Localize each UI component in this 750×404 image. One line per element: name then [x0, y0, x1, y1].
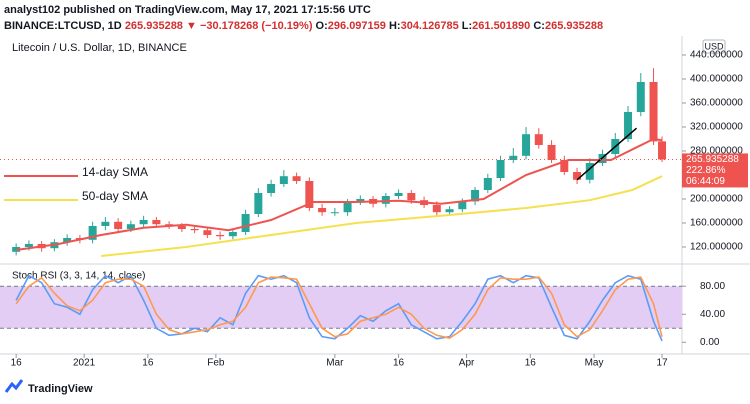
ohlc-value: 265.935288 — [544, 20, 604, 32]
rsi-band — [0, 286, 682, 329]
candle-body — [24, 244, 33, 247]
y-tick-label: 440.000000 — [690, 50, 743, 61]
candle-body — [458, 201, 467, 210]
candle-body — [394, 193, 403, 196]
currency-box — [702, 39, 726, 54]
candle-body — [636, 82, 645, 112]
candle-body — [658, 141, 667, 160]
candle-body — [496, 160, 505, 178]
y-tick-label: 320.000000 — [690, 122, 743, 133]
x-tick-label: 16 — [393, 358, 405, 369]
ohlc-key: C: — [533, 20, 545, 32]
brand: TradingView — [28, 383, 93, 395]
candle-body — [585, 163, 594, 180]
candle-body — [356, 199, 365, 202]
last-price: 265.935288 — [124, 20, 183, 32]
price-tag — [682, 153, 748, 188]
candle-body — [445, 209, 454, 213]
candle-body — [432, 205, 441, 213]
candle-body — [547, 145, 556, 160]
x-tick-label: 2021 — [73, 358, 96, 369]
candle-body — [139, 220, 148, 225]
quote-line: BINANCE:LTCUSD, 1D 265.935288 ▼ −30.1782… — [4, 18, 603, 34]
candle-body — [318, 208, 327, 213]
ohlc-value: 261.501890 — [472, 20, 531, 32]
candle-body — [305, 181, 314, 208]
x-tick-label: 17 — [656, 358, 668, 369]
candle-body — [241, 214, 250, 232]
candle-body — [509, 155, 518, 160]
change: ▼ −30.178268 (−10.19%) — [186, 20, 313, 32]
y-tick-label: 80.00 — [700, 281, 725, 292]
logo — [4, 379, 24, 393]
y-tick-label: 160.000000 — [690, 218, 743, 229]
candle-body — [649, 82, 658, 142]
symbol: BINANCE:LTCUSD, 1D — [4, 20, 122, 32]
ohlc-key: H: — [388, 20, 401, 32]
chart-title: Litecoin / U.S. Dollar, 1D, BINANCE — [12, 42, 187, 54]
candle-body — [126, 224, 135, 229]
x-tick-label: Apr — [459, 358, 475, 369]
y-tick-label: 360.000000 — [690, 98, 743, 109]
candle-body — [522, 134, 531, 156]
candle-body — [190, 229, 199, 231]
legend-label: 14-day SMA — [82, 165, 148, 179]
y-tick-label: 40.00 — [700, 309, 725, 320]
candle-body — [228, 232, 237, 237]
publisher: analyst102 published on TradingView.com,… — [4, 4, 371, 16]
candle-body — [114, 221, 123, 229]
candle-body — [292, 176, 301, 181]
ohlc-value: 304.126785 — [400, 20, 459, 32]
sma-line — [16, 137, 663, 251]
ohlc-value: 296.097159 — [327, 20, 386, 32]
candle-body — [381, 196, 390, 204]
candle-body — [407, 193, 416, 201]
x-tick-label: Feb — [207, 358, 225, 369]
header: analyst102 published on TradingView.com,… — [4, 2, 603, 34]
y-tick-label: 120.000000 — [690, 242, 743, 253]
candle-body — [63, 238, 72, 243]
candle-body — [101, 221, 110, 226]
currency: USD — [704, 41, 724, 51]
candle-body — [471, 190, 480, 202]
x-tick-label: Mar — [326, 358, 344, 369]
price-tag-value: 265.935288 — [686, 154, 739, 165]
legend-label: 50-day SMA — [82, 189, 148, 203]
price-tag-extra: 222.86% — [686, 165, 726, 176]
x-tick-label: 16 — [525, 358, 537, 369]
candle-body — [279, 176, 288, 184]
candle-body — [267, 184, 276, 193]
candle-body — [88, 226, 97, 240]
y-tick-label: 200.000000 — [690, 194, 743, 205]
y-tick-label: 280.000000 — [690, 146, 743, 157]
candle-body — [483, 178, 492, 190]
candle-body — [152, 220, 161, 225]
x-tick-label: May — [585, 358, 604, 369]
sma-line — [101, 175, 663, 257]
x-tick-label: 16 — [142, 358, 154, 369]
ohlc: O:296.097159 H:304.126785 L:261.501890 C… — [316, 20, 604, 32]
candle-body — [624, 112, 633, 139]
ohlc-key: L: — [461, 20, 473, 32]
candle-body — [560, 160, 569, 172]
y-tick-label: 400.000000 — [690, 74, 743, 85]
candle-body — [330, 212, 339, 214]
candle-body — [254, 193, 263, 214]
y-tick-label: 0.00 — [700, 337, 720, 348]
candle-body — [534, 134, 543, 145]
price-tag-extra: 06:44:09 — [686, 176, 725, 187]
trendline — [576, 127, 638, 181]
rsi-title: Stoch RSI (3, 3, 14, 14, close) — [12, 271, 145, 282]
candle-body — [343, 202, 352, 213]
candle-body — [216, 235, 225, 237]
ohlc-key: O: — [315, 20, 328, 32]
x-tick-label: 16 — [11, 358, 23, 369]
candle-body — [177, 226, 186, 229]
rsi-line — [15, 276, 663, 339]
candle-body — [203, 230, 212, 235]
candle-body — [573, 172, 582, 180]
